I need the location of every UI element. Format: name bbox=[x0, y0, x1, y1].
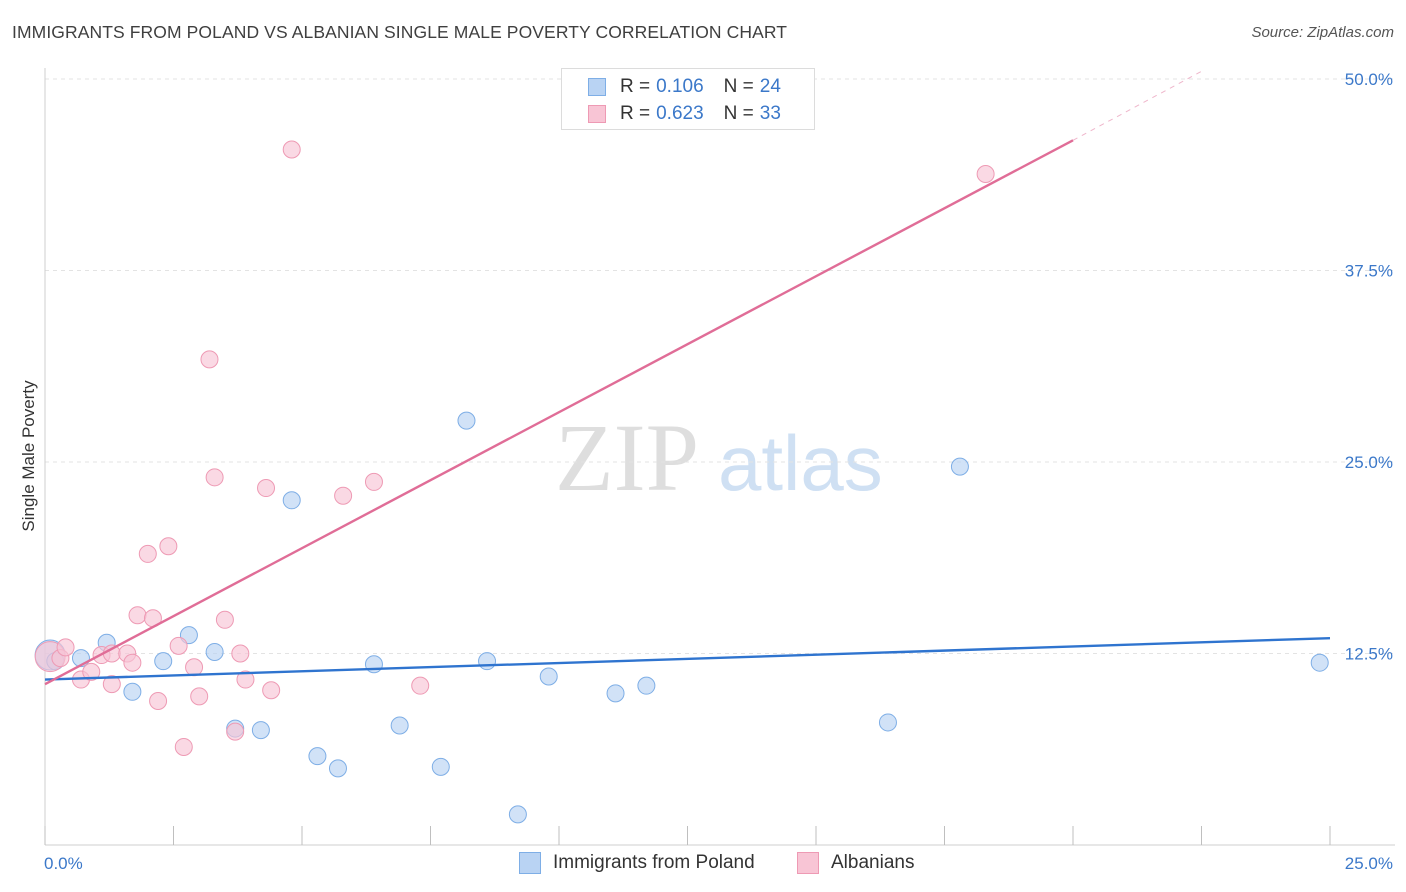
data-point bbox=[205, 642, 224, 661]
data-point bbox=[478, 652, 497, 671]
source-label: Source: ZipAtlas.com bbox=[1251, 24, 1394, 41]
data-point bbox=[185, 658, 204, 677]
data-point bbox=[149, 691, 168, 710]
data-point bbox=[539, 667, 558, 686]
legend-r-value-albanians: 0.623 bbox=[656, 103, 704, 124]
chart-title: IMMIGRANTS FROM POLAND VS ALBANIAN SINGL… bbox=[12, 22, 788, 42]
data-point bbox=[457, 411, 476, 430]
data-point bbox=[262, 681, 281, 700]
data-point bbox=[205, 468, 224, 487]
data-point bbox=[159, 537, 178, 556]
data-point bbox=[390, 716, 409, 735]
legend-n-value-albanians: 33 bbox=[759, 103, 781, 124]
data-point bbox=[236, 670, 255, 689]
legend-swatch-albanians bbox=[588, 105, 606, 123]
legend-swatch-albanians bbox=[797, 852, 819, 874]
data-point bbox=[123, 682, 142, 701]
data-point bbox=[328, 759, 347, 778]
data-point bbox=[976, 164, 995, 183]
data-point bbox=[431, 757, 450, 776]
legend-label-albanians: Albanians bbox=[831, 852, 915, 873]
y-axis-label: Single Male Poverty bbox=[19, 380, 38, 532]
data-point bbox=[411, 676, 430, 695]
y-tick-label: 50.0% bbox=[1345, 70, 1393, 89]
legend-n-value-poland: 24 bbox=[759, 76, 781, 97]
legend-swatch-poland bbox=[588, 78, 606, 96]
x-tick-label-last: 25.0% bbox=[1345, 854, 1393, 873]
legend-r-label: R = bbox=[620, 103, 651, 124]
legend-r-value-poland: 0.106 bbox=[656, 76, 704, 97]
legend-n-label: N = bbox=[723, 103, 754, 124]
data-point bbox=[154, 652, 173, 671]
data-point bbox=[174, 737, 193, 756]
y-tick-label: 25.0% bbox=[1345, 453, 1393, 472]
data-point bbox=[226, 722, 245, 741]
data-point bbox=[878, 713, 897, 732]
watermark-zip: ZIP bbox=[555, 404, 699, 511]
data-point bbox=[637, 676, 656, 695]
data-point bbox=[606, 684, 625, 703]
legend-item-poland[interactable]: Immigrants from Poland bbox=[519, 852, 755, 874]
data-point bbox=[257, 479, 276, 498]
legend-swatch-poland bbox=[519, 852, 541, 874]
data-point bbox=[1310, 653, 1329, 672]
legend-item-albanians[interactable]: Albanians bbox=[797, 852, 914, 874]
data-point bbox=[282, 491, 301, 510]
legend-r-label: R = bbox=[620, 76, 651, 97]
data-point bbox=[190, 687, 209, 706]
legend-row-albanians: R = 0.623 N = 33 bbox=[588, 101, 781, 127]
data-point bbox=[56, 638, 75, 657]
legend-label-poland: Immigrants from Poland bbox=[553, 852, 755, 873]
trend-line-pink bbox=[44, 139, 1074, 686]
trend-line-blue bbox=[44, 636, 1331, 681]
legend-n-label: N = bbox=[723, 76, 754, 97]
x-tick-label-first: 0.0% bbox=[44, 854, 83, 873]
data-point bbox=[102, 675, 121, 694]
data-point bbox=[128, 606, 147, 625]
data-point bbox=[308, 747, 327, 766]
data-point bbox=[251, 721, 270, 740]
data-point bbox=[364, 472, 383, 491]
data-point bbox=[950, 457, 969, 476]
data-point bbox=[169, 636, 188, 655]
data-point bbox=[123, 653, 142, 672]
y-tick-label: 37.5% bbox=[1345, 262, 1393, 281]
data-point bbox=[508, 805, 527, 824]
data-point bbox=[215, 610, 234, 629]
data-point bbox=[231, 644, 250, 663]
trend-line-extension-pink bbox=[1072, 70, 1202, 141]
data-point bbox=[282, 140, 301, 159]
watermark-atlas: atlas bbox=[718, 419, 883, 507]
data-point bbox=[138, 544, 157, 563]
stats-legend: R = 0.106 N = 24 R = 0.623 N = 33 bbox=[561, 68, 815, 130]
data-point bbox=[82, 662, 101, 681]
series-albanians bbox=[34, 140, 995, 756]
series-legend: Immigrants from Poland Albanians bbox=[0, 852, 1406, 878]
y-tick-label: 12.5% bbox=[1345, 645, 1393, 664]
data-point bbox=[200, 350, 219, 369]
data-point bbox=[334, 486, 353, 505]
legend-row-poland: R = 0.106 N = 24 bbox=[588, 74, 781, 100]
